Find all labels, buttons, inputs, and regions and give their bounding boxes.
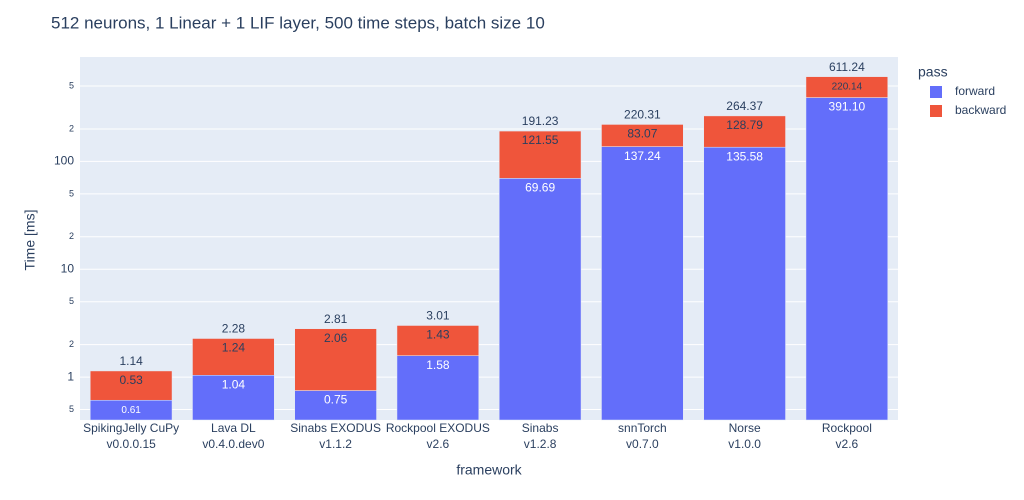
total-label: 611.24 (829, 60, 865, 74)
y-tick-label: 1 (67, 369, 74, 383)
x-tick-label: v1.0.0 (728, 437, 761, 451)
bar-label: 1.04 (222, 377, 246, 391)
total-label: 2.81 (324, 312, 348, 326)
total-label: 191.23 (522, 114, 559, 128)
y-tick-label: 5 (69, 80, 74, 90)
x-tick-label: Lava DL (211, 421, 256, 435)
x-tick-label: v2.6 (427, 437, 450, 451)
bar-label: 121.55 (522, 133, 559, 147)
x-tick-label: Norse (729, 421, 761, 435)
x-tick-label: v0.4.0.dev0 (202, 437, 264, 451)
total-label: 220.31 (624, 108, 661, 122)
bar-segment (89, 370, 173, 401)
y-tick-label: 5 (69, 188, 74, 198)
bar-label: 0.61 (121, 405, 141, 416)
x-tick-label: SpikingJelly CuPy (83, 421, 179, 435)
total-label: 264.37 (726, 99, 763, 113)
bar-segment (805, 97, 889, 421)
bar-label: 2.06 (324, 331, 348, 345)
bar-segment (498, 130, 582, 179)
legend-title: pass (918, 64, 948, 80)
y-axis-title: Time [ms] (22, 210, 38, 271)
x-axis-title: framework (456, 462, 522, 478)
y-tick-label: 5 (69, 296, 74, 306)
bar-label: 128.79 (726, 118, 763, 132)
bar-label: 137.24 (624, 149, 661, 163)
legend-swatch (930, 86, 942, 98)
x-tick-label: Sinabs (522, 421, 559, 435)
bar-label: 0.53 (119, 373, 143, 387)
bar-segment (703, 115, 786, 148)
bar-segment (805, 76, 889, 98)
bar-segment (192, 338, 275, 376)
x-tick-label: v0.7.0 (626, 437, 659, 451)
y-tick-label: 5 (69, 404, 74, 414)
y-tick-label: 100 (54, 154, 74, 168)
legend-label: backward (955, 103, 1006, 117)
y-tick-label: 2 (69, 339, 74, 349)
x-tick-label: v1.2.8 (524, 437, 557, 451)
bar-segment (601, 124, 684, 147)
bar-label: 69.69 (525, 181, 555, 195)
bar-label: 220.14 (832, 81, 863, 92)
bar-label: 1.58 (426, 358, 450, 372)
bar-label: 0.75 (324, 393, 348, 407)
x-tick-label: snnTorch (618, 421, 667, 435)
legend-label: forward (955, 84, 995, 98)
bar-label: 1.43 (426, 328, 450, 342)
bar-segment (294, 390, 377, 421)
bar-segment (192, 375, 275, 421)
y-tick-label: 10 (61, 261, 75, 275)
legend-swatch (930, 105, 942, 117)
bar-label: 135.58 (726, 149, 763, 163)
total-label: 1.14 (119, 354, 143, 368)
y-tick-label: 2 (69, 231, 74, 241)
x-tick-label: v2.6 (836, 437, 859, 451)
chart-title: 512 neurons, 1 Linear + 1 LIF layer, 500… (51, 13, 545, 32)
x-tick-label: Sinabs EXODUS (290, 421, 381, 435)
total-label: 2.28 (222, 322, 246, 336)
x-tick-label: v1.1.2 (319, 437, 352, 451)
x-tick-label: Rockpool EXODUS (386, 421, 490, 435)
bar-segment (396, 325, 480, 356)
x-tick-label: v0.0.0.15 (106, 437, 156, 451)
bar-label: 1.24 (222, 341, 246, 355)
bar-label: 391.10 (829, 100, 866, 114)
bar-segment (703, 146, 786, 421)
bar-segment (396, 355, 480, 421)
bar-segment (294, 328, 377, 391)
bar-label: 83.07 (627, 127, 657, 141)
x-tick-label: Rockpool (822, 421, 872, 435)
bar-segment (601, 146, 684, 421)
total-label: 3.01 (426, 309, 450, 323)
bar-segment (498, 178, 582, 421)
y-tick-label: 2 (69, 123, 74, 133)
